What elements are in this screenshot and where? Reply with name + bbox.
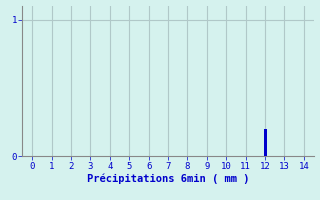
- X-axis label: Précipitations 6min ( mm ): Précipitations 6min ( mm ): [87, 173, 249, 184]
- Bar: [264, 129, 267, 156]
